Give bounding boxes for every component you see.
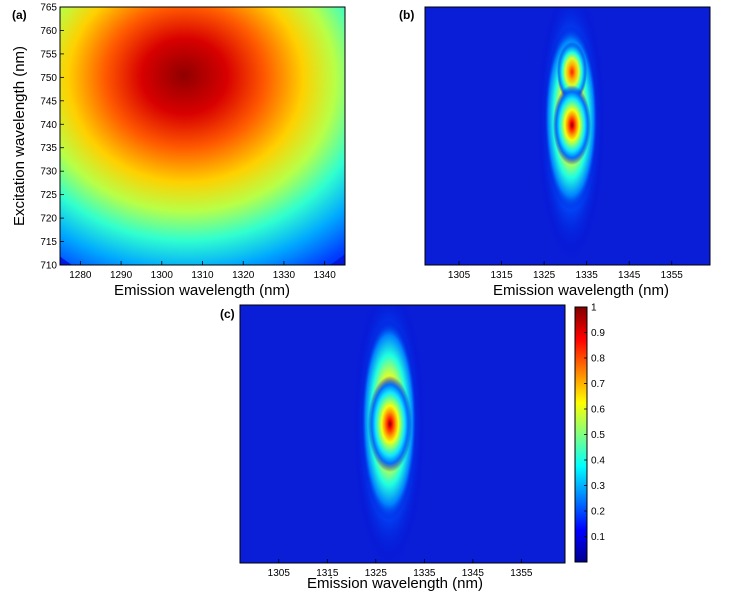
- colorbar-tick-label: 0.9: [591, 328, 605, 339]
- colorbar: 0.1 0.2 0.3 0.4 0.5 0.6 0.7 0.8 0.9 1: [574, 303, 605, 563]
- axes-b-xlabel: Emission wavelength (nm): [493, 282, 669, 299]
- panel-a-xtick-label: 1330: [273, 270, 296, 281]
- panel-c-xtick-label: 1305: [268, 568, 291, 579]
- panel-c-label: (c): [220, 307, 235, 321]
- heatmap-a: [60, 7, 345, 265]
- panel-a-ytick-label: 725: [40, 190, 57, 201]
- panel-c-xtick-label: 1325: [365, 568, 388, 579]
- panel-a-ytick-label: 730: [40, 167, 57, 178]
- colorbar-tick-label: 1: [591, 303, 597, 314]
- panel-a-ytick-label: 735: [40, 143, 57, 154]
- panel-a-ytick-label: 710: [40, 261, 57, 272]
- axes-a-yticks: 710 715 720 725 730 735 740 745 750 755 760 765: [40, 3, 64, 272]
- panel-b-xtick-label: 1325: [533, 270, 556, 281]
- panel-a-xtick-label: 1310: [191, 270, 214, 281]
- colorbar-tick-label: 0.3: [591, 481, 605, 492]
- axes-a-xlabel: Emission wavelength (nm): [114, 282, 290, 299]
- colorbar-tick-label: 0.5: [591, 430, 605, 441]
- heatmap-c: [240, 305, 565, 563]
- panel-a-ytick-label: 755: [40, 49, 57, 60]
- panel-a-xtick-label: 1340: [314, 270, 337, 281]
- axes-c-xlabel: Emission wavelength (nm): [307, 575, 483, 592]
- axes-b-xticks: 1305 1315 1325 1335 1345 1355: [448, 261, 683, 281]
- colorbar-tick-label: 0.1: [591, 532, 605, 543]
- axes-c-frame: [239, 304, 566, 564]
- panel-b-xtick-label: 1335: [576, 270, 599, 281]
- panel-b-xtick-label: 1305: [448, 270, 471, 281]
- panel-a-ytick-label: 760: [40, 26, 57, 37]
- panel-b-label: (b): [399, 8, 414, 22]
- panel-a-ytick-label: 750: [40, 73, 57, 84]
- panel-c-xtick-label: 1345: [462, 568, 485, 579]
- panel-c-xtick-label: 1315: [316, 568, 339, 579]
- panel-c-xtick-label: 1335: [413, 568, 436, 579]
- axes-a-ylabel: Excitation wavelength (nm): [11, 46, 28, 226]
- colorbar-tick-label: 0.7: [591, 379, 605, 390]
- panel-b-xtick-label: 1355: [661, 270, 684, 281]
- colorbar-tick-label: 0.6: [591, 405, 605, 416]
- panel-a-label: (a): [12, 8, 27, 22]
- panel-a-ytick-label: 720: [40, 214, 57, 225]
- panel-a-ytick-label: 745: [40, 96, 57, 107]
- heatmap-b-upper-lobe: [557, 42, 587, 102]
- panel-a-xtick-label: 1320: [232, 270, 255, 281]
- heatmap-a-peak: [60, 7, 345, 265]
- panel-a-xtick-label: 1280: [69, 270, 92, 281]
- colorbar-tick-label: 0.8: [591, 354, 605, 365]
- axes-a-xticks: 1280 1290 1300 1310 1320 1330 1340: [69, 261, 336, 281]
- panel-c: 1305 1315 1325 1335 1345 1355 Emission wavele…: [220, 304, 566, 592]
- panel-b-xtick-label: 1345: [618, 270, 641, 281]
- panel-c-xtick-label: 1355: [510, 568, 533, 579]
- colorbar-tick-label: 0.4: [591, 456, 605, 467]
- panel-a-ytick-label: 715: [40, 237, 57, 248]
- heatmap-c-peak: [368, 376, 412, 472]
- axes-b-frame: [424, 6, 711, 266]
- panel-a: 1280 1290 1300 1310 1320 1330 1340 710 715 720 72…: [11, 3, 346, 299]
- panel-a-ytick-label: 740: [40, 120, 57, 131]
- panel-b: 1305 1315 1325 1335 1345 1355 Emission wavele…: [399, 6, 711, 299]
- panel-a-xtick-label: 1300: [151, 270, 174, 281]
- colorbar-ticks: 0.1 0.2 0.3 0.4 0.5 0.6 0.7 0.8 0.9 1: [584, 303, 605, 543]
- colorbar-tick-label: 0.2: [591, 507, 605, 518]
- panel-a-ytick-label: 765: [40, 3, 57, 14]
- heatmap-b-peak: [553, 85, 591, 165]
- panel-a-xtick-label: 1290: [110, 270, 133, 281]
- panel-b-xtick-label: 1315: [490, 270, 513, 281]
- heatmap-b: [425, 7, 710, 265]
- axes-c-xticks: 1305 1315 1325 1335 1345 1355: [268, 559, 533, 579]
